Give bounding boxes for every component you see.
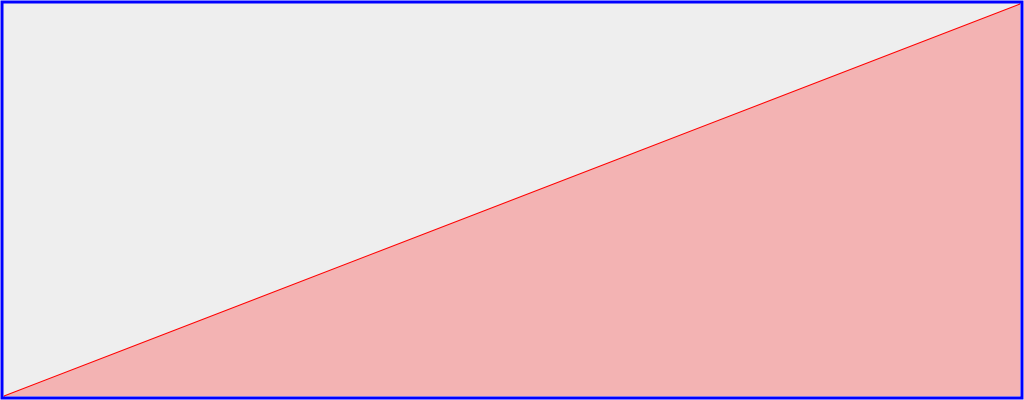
series-line bbox=[3, 3, 1021, 397]
